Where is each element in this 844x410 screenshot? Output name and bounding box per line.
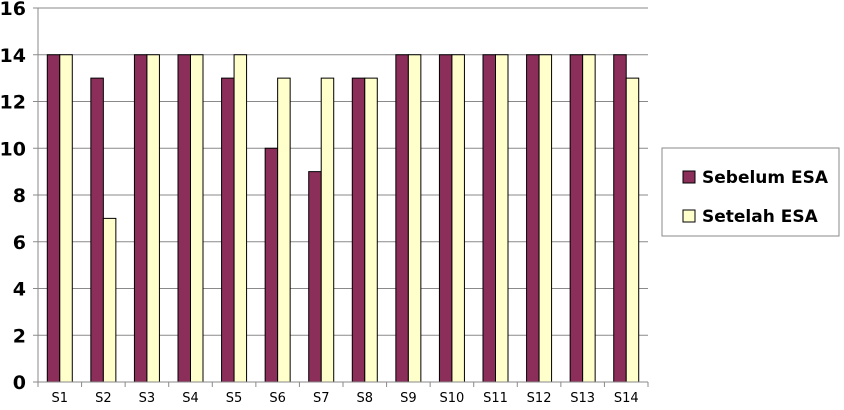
bar-s11-series-2 [495, 54, 509, 383]
bar-s12-series-1 [526, 54, 540, 383]
y-tick-label: 4 [13, 279, 26, 301]
gridlines [38, 7, 648, 336]
bar-s8-series-1 [351, 77, 366, 383]
y-tick-label: 14 [0, 45, 26, 67]
x-tick-label: S9 [400, 391, 417, 406]
bar-s4-series-2 [190, 54, 204, 383]
bar-s3-series-1 [133, 54, 148, 383]
bar-s2-series-1 [90, 77, 104, 383]
bar-s10-series-2 [451, 54, 465, 383]
x-tick-label: S13 [570, 391, 595, 406]
x-tick-label: S11 [483, 391, 508, 406]
bar-s1-series-2 [59, 54, 73, 383]
bar-s6-series-2 [277, 77, 291, 383]
y-tick-label: 12 [0, 92, 26, 114]
bar-s13-series-1 [569, 54, 584, 383]
y-tick-label: 16 [0, 0, 26, 20]
x-tick-label: S1 [52, 391, 69, 406]
bar-s5-series-2 [233, 54, 248, 383]
bars [46, 54, 640, 383]
bar-s11-series-1 [482, 54, 496, 383]
bar-s10-series-1 [438, 54, 453, 383]
bar-s1-series-1 [46, 54, 61, 383]
legend-label: Sebelum ESA [702, 168, 829, 188]
y-tick-label: 8 [13, 185, 26, 207]
x-tick-label: S7 [313, 391, 330, 406]
y-tick-label: 6 [13, 232, 26, 254]
y-tick-label: 0 [13, 372, 26, 394]
bar-s13-series-2 [582, 54, 596, 383]
y-tick-label: 10 [0, 138, 26, 160]
bar-s7-series-1 [308, 171, 322, 383]
bar-s14-series-2 [625, 77, 640, 383]
bar-s12-series-2 [538, 54, 553, 383]
x-tick-label: S2 [95, 391, 112, 406]
x-tick-label: S5 [226, 391, 243, 406]
bar-s14-series-1 [613, 54, 627, 383]
x-tick-label: S14 [614, 391, 639, 406]
x-axis: S1 S2 S3 S4 S5 S6 S7 S8 S9 S10 S11 S12 S13 S14 [37, 381, 649, 406]
x-tick-label: S10 [440, 391, 465, 406]
x-tick-label: S4 [182, 391, 199, 406]
bar-s6-series-1 [264, 147, 279, 383]
x-tick-label: S8 [357, 391, 374, 406]
bar-s8-series-2 [364, 77, 378, 383]
bar-s4-series-1 [177, 54, 191, 383]
x-tick-label: S6 [269, 391, 286, 406]
legend-label: Setelah ESA [702, 207, 819, 227]
bar-s3-series-2 [146, 54, 160, 383]
x-tick-label: S12 [527, 391, 552, 406]
bar-s2-series-2 [102, 217, 117, 383]
legend-swatch [682, 209, 696, 223]
y-tick-label: 2 [13, 325, 26, 347]
legend-swatch [682, 170, 696, 184]
bar-s9-series-1 [395, 54, 409, 383]
bar-s5-series-1 [221, 77, 235, 383]
legend: Sebelum ESA Setelah ESA [661, 147, 840, 237]
x-tick-label: S3 [139, 391, 156, 406]
bar-s7-series-2 [320, 77, 335, 383]
y-axis: 0 2 4 6 8 10 12 14 16 [0, 0, 39, 394]
bar-s9-series-2 [407, 54, 422, 383]
